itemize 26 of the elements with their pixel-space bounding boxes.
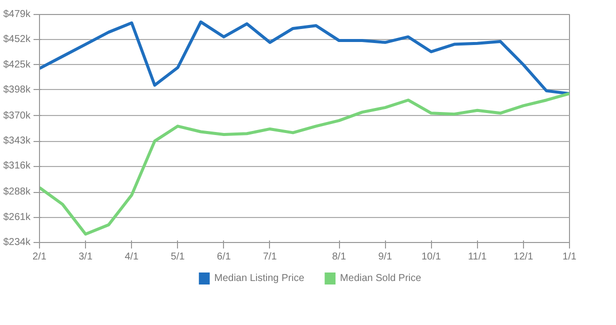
line-series	[40, 92, 570, 236]
x-tick-label: 6/1	[216, 252, 232, 262]
y-tick-label: $370k	[3, 110, 32, 122]
y-tick-label: $479k	[3, 9, 32, 20]
x-tick-label: 12/1	[514, 252, 534, 262]
y-tick-label: $234k	[3, 237, 32, 248]
y-tick-label: $425k	[3, 59, 32, 70]
y-tick-label: $398k	[3, 84, 32, 96]
y-tick-label: $316k	[3, 160, 32, 172]
legend-label: Median Listing Price	[214, 273, 305, 284]
line-series	[40, 20, 570, 96]
x-tick-label: 2/1	[32, 252, 47, 262]
legend-label: Median Sold Price	[340, 273, 422, 284]
x-tick-label: 5/1	[170, 252, 186, 262]
x-tick-label: 1/1	[562, 252, 577, 262]
x-tick-label: 9/1	[378, 252, 393, 262]
x-tick-label: 3/1	[78, 252, 93, 262]
x-tick-label: 7/1	[262, 252, 278, 262]
x-tick-label: 4/1	[124, 252, 140, 262]
y-tick-label: $288k	[3, 186, 32, 198]
y-tick-label: $261k	[3, 212, 32, 223]
x-tick-label: 11/1	[468, 252, 488, 262]
y-tick-label: $452k	[3, 34, 32, 46]
x-tick-label: 8/1	[332, 252, 346, 262]
y-tick-label: $343k	[3, 136, 32, 147]
x-tick-label: 10/1	[422, 252, 442, 262]
